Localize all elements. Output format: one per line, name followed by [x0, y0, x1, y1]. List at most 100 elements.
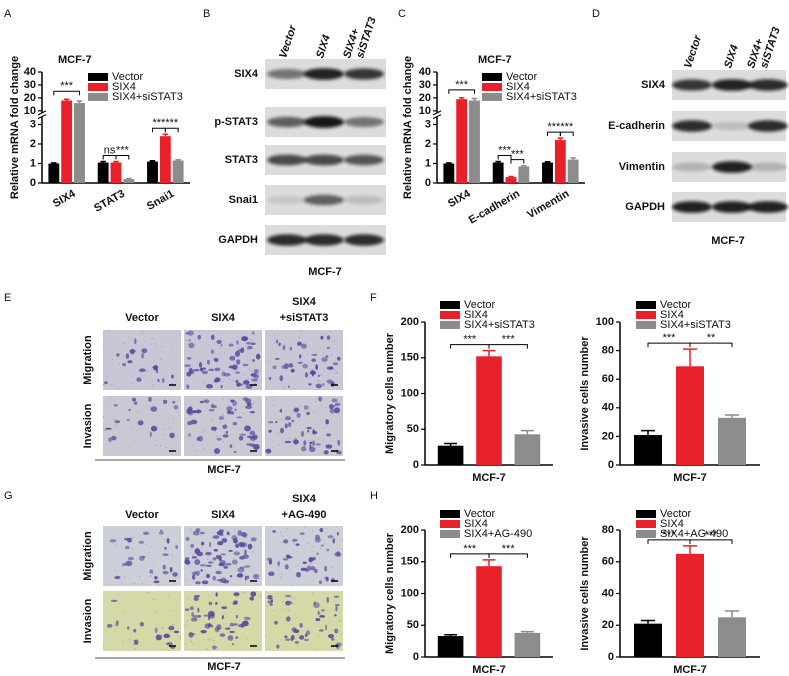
- pore: [184, 624, 187, 626]
- pore: [168, 626, 170, 628]
- cell: [274, 620, 278, 625]
- pore: [312, 594, 314, 596]
- pore: [135, 648, 137, 650]
- cell: [169, 432, 175, 439]
- error-bar: [495, 160, 501, 163]
- pore: [332, 577, 334, 579]
- pore: [167, 596, 169, 598]
- cell: [312, 428, 315, 435]
- y-tick-label: 3: [425, 118, 431, 130]
- bar: [123, 179, 135, 183]
- cell: [195, 528, 201, 533]
- cell: [191, 574, 196, 580]
- legend-swatch: [440, 510, 460, 518]
- significance-bracket: [448, 89, 475, 94]
- cell: [249, 596, 254, 601]
- error-bar: [76, 100, 83, 104]
- cell: [171, 374, 174, 379]
- error-bar: [641, 619, 655, 624]
- cell: [221, 371, 226, 377]
- cell: [200, 541, 205, 546]
- cell: [243, 616, 251, 621]
- pore: [199, 534, 202, 536]
- pore: [320, 405, 322, 407]
- cell: [134, 338, 137, 345]
- y-tick-label: 80: [602, 524, 614, 536]
- x-tick-label: MCF-7: [472, 664, 506, 676]
- pore: [292, 387, 294, 389]
- pore: [330, 646, 333, 648]
- cell: [233, 623, 238, 626]
- micrograph-caption: MCF-7: [207, 661, 241, 673]
- cell: [193, 369, 200, 372]
- pore: [233, 557, 235, 559]
- cell: [296, 412, 301, 418]
- pore: [266, 409, 268, 411]
- cell: [242, 620, 249, 627]
- cell: [268, 571, 275, 577]
- pore: [246, 348, 249, 350]
- pore: [116, 427, 119, 429]
- pore: [247, 638, 249, 640]
- error-bar: [482, 559, 496, 567]
- pore: [194, 576, 196, 578]
- cell: [250, 342, 256, 346]
- cell: [198, 362, 203, 368]
- significance-label: ***: [547, 121, 561, 133]
- row-label: Migration: [82, 531, 94, 581]
- cell: [218, 554, 222, 561]
- cell: [172, 572, 178, 577]
- bar: [554, 140, 566, 183]
- pore: [273, 342, 275, 344]
- y-tick-label: 50: [407, 619, 419, 631]
- cell: [290, 635, 294, 642]
- protein-label: p-STAT3: [214, 116, 258, 128]
- pore: [243, 546, 245, 548]
- cell: [220, 577, 227, 584]
- pore: [278, 573, 280, 575]
- pore: [191, 636, 193, 638]
- pore: [102, 416, 104, 418]
- pore: [238, 348, 241, 351]
- legend-label: SIX4: [660, 518, 684, 530]
- cell: [109, 539, 117, 543]
- y-tick-label: 80: [602, 345, 614, 357]
- cell: [226, 531, 230, 536]
- cell: [216, 339, 222, 345]
- pore: [294, 437, 297, 439]
- cell: [149, 431, 152, 438]
- pore: [111, 358, 113, 360]
- legend-swatch: [482, 83, 502, 91]
- cell: [139, 368, 146, 372]
- pore: [278, 432, 280, 435]
- pore: [191, 572, 193, 574]
- pore: [151, 338, 153, 340]
- pore: [322, 385, 324, 387]
- cell: [222, 424, 228, 430]
- cell: [142, 531, 150, 536]
- lane-label: Vector: [682, 33, 704, 70]
- cell: [205, 564, 212, 568]
- pore: [259, 421, 261, 423]
- cell: [213, 358, 217, 361]
- pore: [283, 344, 285, 346]
- cell: [306, 411, 310, 416]
- pore: [102, 384, 104, 386]
- cell: [229, 622, 235, 627]
- legend-swatch: [88, 93, 108, 101]
- x-tick-label: MCF-7: [472, 472, 506, 484]
- cell: [231, 535, 238, 541]
- row-label: Invasion: [82, 598, 94, 643]
- cell: [220, 384, 223, 389]
- cell: [285, 638, 291, 641]
- blot-band: [267, 116, 307, 128]
- pore: [132, 643, 135, 646]
- cell: [280, 427, 284, 434]
- cell: [226, 406, 233, 412]
- cell: [197, 607, 200, 613]
- legend-swatch: [440, 321, 460, 329]
- pore: [250, 339, 252, 341]
- cell: [252, 573, 260, 580]
- error-bar: [521, 429, 534, 435]
- cell: [330, 637, 335, 641]
